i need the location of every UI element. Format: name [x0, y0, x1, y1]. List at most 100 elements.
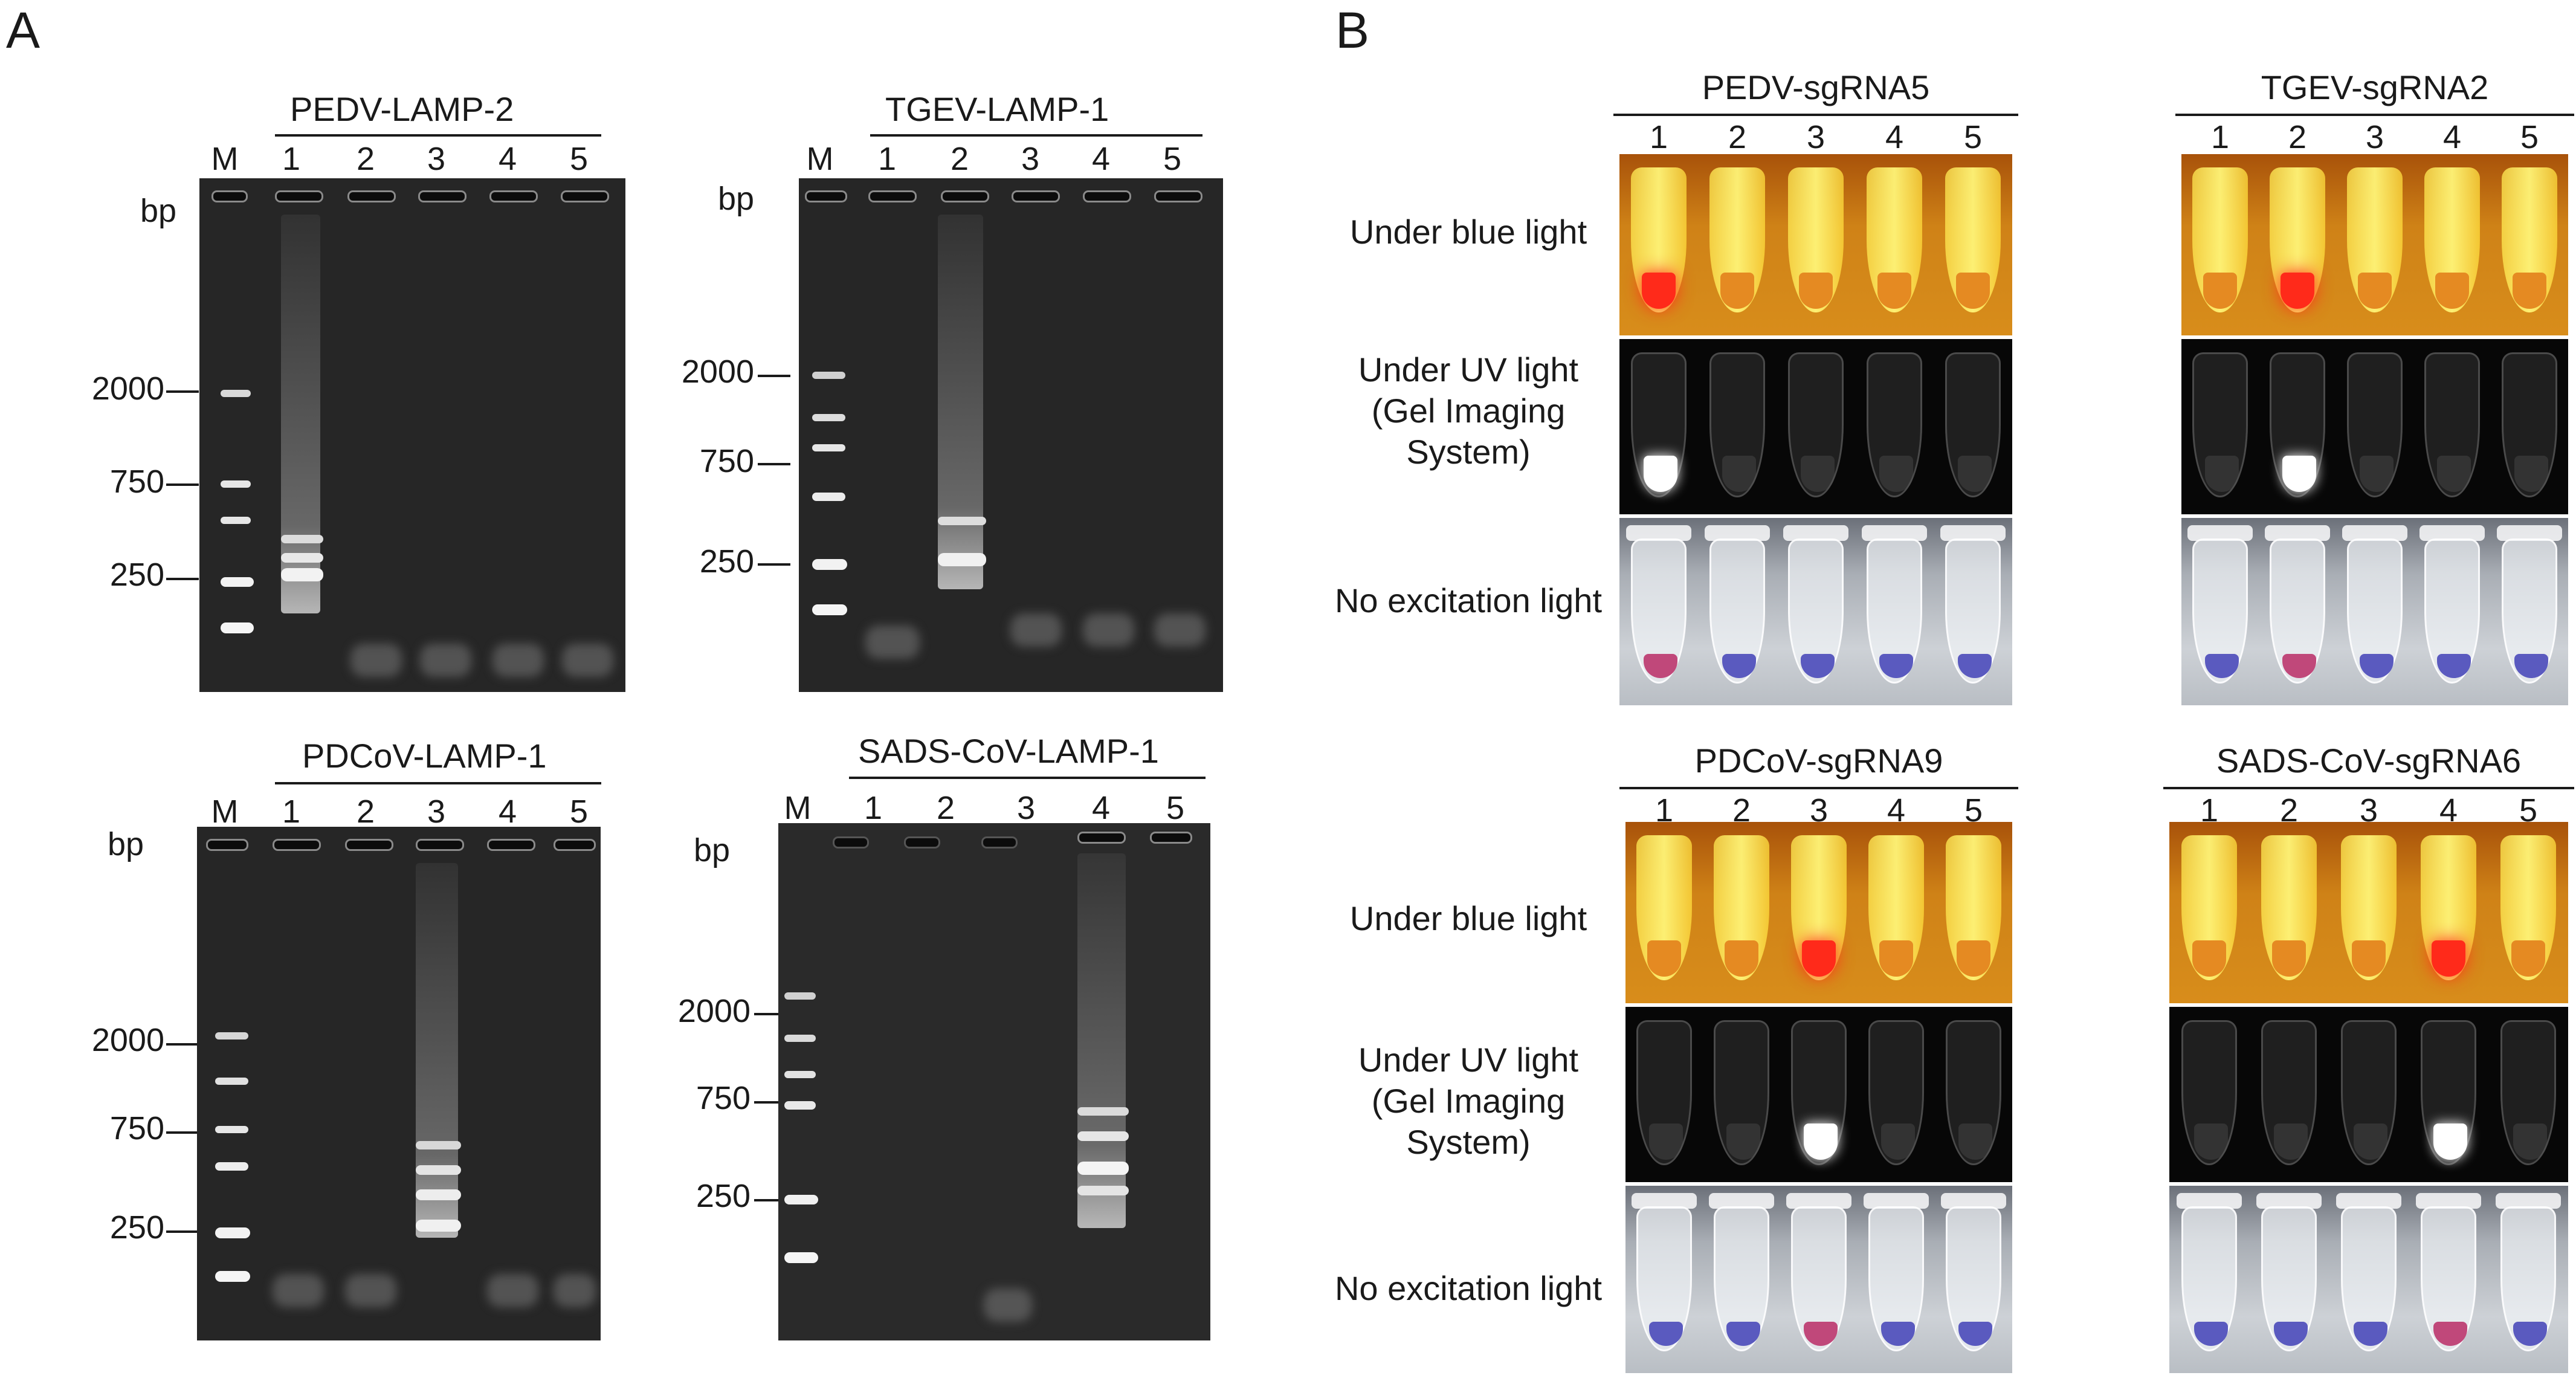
tube-cap: [2496, 1193, 2561, 1209]
lane-label: 1: [282, 794, 301, 830]
row-label-uv-light: System): [1406, 433, 1531, 471]
gel-well: [1077, 832, 1126, 844]
ladder-band: [784, 1195, 818, 1204]
lamp-ladder-smear: [416, 863, 458, 1238]
ladder-band: [215, 1078, 248, 1085]
gel-well: [1154, 190, 1202, 202]
reaction-tube: [2192, 352, 2248, 497]
reaction-liquid: [1879, 940, 1913, 977]
gel-well: [1083, 190, 1131, 202]
ladder-band: [812, 493, 845, 501]
marker-size-label: 750: [109, 1110, 164, 1146]
reaction-tube: [2500, 1206, 2556, 1351]
tube-cap: [1941, 1193, 2006, 1209]
amplicon-band: [1077, 1186, 1129, 1195]
reaction-tube: [1945, 538, 2001, 684]
blue-light-photo: [2181, 154, 2568, 335]
primer-dimer: [554, 1274, 596, 1307]
marker-tick: [754, 1199, 787, 1201]
gel-well: [981, 836, 1018, 849]
marker-tick: [166, 483, 199, 486]
amplicon-band: [416, 1141, 461, 1149]
lane-label: 3: [427, 141, 446, 177]
tube-number-label: 1: [1649, 119, 1668, 155]
reaction-liquid: [2205, 654, 2239, 678]
ladder-band: [221, 622, 254, 633]
marker-lane-label: M: [784, 790, 812, 826]
reaction-tube: [1714, 1020, 1769, 1165]
reaction-tube: [1867, 352, 1922, 497]
marker-lane-label: M: [211, 141, 239, 177]
reaction-liquid: [1799, 273, 1833, 309]
reaction-tube: [1636, 835, 1692, 980]
assay-title: PDCoV-sgRNA9: [1694, 742, 1943, 780]
title-underline: [1613, 114, 2018, 116]
title-underline: [1619, 787, 2018, 789]
marker-tick: [754, 1013, 787, 1015]
reaction-liquid: [1649, 1124, 1683, 1160]
marker-size-label: 2000: [681, 354, 754, 390]
lane-label: 3: [1016, 790, 1036, 826]
tube-cap: [1862, 525, 1927, 541]
reaction-liquid: [2360, 654, 2394, 678]
lane-label: 2: [950, 141, 969, 177]
assay-title: PEDV-sgRNA5: [1702, 68, 1930, 106]
reaction-tube: [2502, 538, 2557, 684]
gel-title: SADS-CoV-LAMP-1: [858, 732, 1159, 770]
primer-dimer: [562, 644, 613, 677]
reaction-liquid: [1725, 940, 1758, 977]
gel-well: [805, 190, 847, 202]
tube-number-label: 4: [1885, 119, 1904, 155]
row-label-uv-light: Under UV light: [1358, 351, 1579, 389]
gel-title: PDCoV-LAMP-1: [302, 737, 547, 775]
marker-size-label: 250: [699, 543, 754, 580]
primer-dimer: [1154, 613, 1206, 647]
tube-cap: [2416, 1193, 2481, 1209]
tube-cap: [1786, 1193, 1851, 1209]
reaction-liquid: [1726, 1124, 1760, 1160]
bp-unit-label: bp: [694, 832, 731, 868]
reaction-liquid: [1722, 456, 1756, 492]
marker-lane-label: M: [211, 794, 239, 830]
tube-number-label: 5: [1963, 119, 1983, 155]
title-underline: [2163, 787, 2574, 789]
uv-light-photo: [2181, 339, 2568, 514]
reaction-tube: [2424, 538, 2480, 684]
gel-title: PEDV-LAMP-2: [290, 90, 514, 128]
reaction-tube: [1791, 1206, 1847, 1351]
lane-label: 5: [569, 794, 589, 830]
row-label-blue-light: Under blue light: [1349, 899, 1587, 937]
ladder-band: [215, 1032, 248, 1039]
tube-cap: [2419, 525, 2485, 541]
gel-title: TGEV-LAMP-1: [885, 90, 1109, 128]
primer-dimer: [1083, 613, 1134, 647]
reaction-liquid: [1958, 1124, 1992, 1160]
reaction-liquid: [2192, 940, 2226, 977]
reaction-liquid: [2437, 456, 2471, 492]
amplicon-band: [938, 517, 986, 525]
reaction-liquid: [1877, 273, 1911, 309]
gel-well: [416, 839, 464, 851]
reaction-tube: [1631, 352, 1687, 497]
marker-tick: [166, 1131, 199, 1134]
reaction-tube: [1709, 167, 1765, 312]
gel-well: [554, 839, 596, 851]
uv-light-photo: [2169, 1007, 2568, 1182]
row-label-uv-light: (Gel Imaging: [1371, 1082, 1566, 1120]
reaction-liquid: [1642, 273, 1676, 309]
reaction-tube: [2502, 352, 2557, 497]
title-underline: [2175, 114, 2574, 116]
marker-size-label: 2000: [91, 1022, 164, 1058]
tube-number-label: 3: [2365, 119, 2384, 155]
tube-number-label: 3: [1806, 119, 1825, 155]
reaction-liquid: [2513, 1124, 2547, 1160]
marker-size-label: 2000: [91, 370, 164, 407]
reaction-tube: [1868, 835, 1924, 980]
reaction-tube: [1709, 538, 1765, 684]
reaction-tube: [2341, 1206, 2397, 1351]
reaction-tube: [1631, 167, 1687, 312]
reaction-tube: [2192, 167, 2248, 312]
reaction-tube: [2421, 1206, 2476, 1351]
reaction-liquid: [2272, 940, 2306, 977]
tube-cap: [2187, 525, 2253, 541]
